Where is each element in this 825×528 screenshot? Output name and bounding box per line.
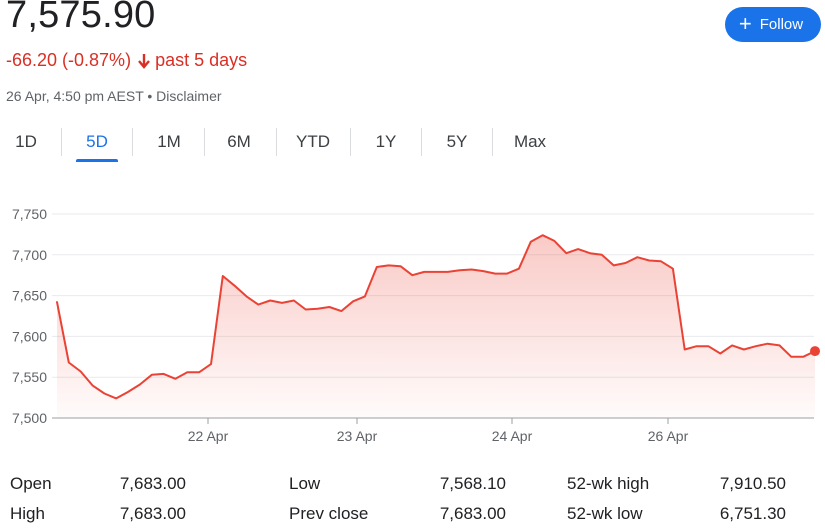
stat-value-52wk-low: 6,751.30: [719, 504, 786, 523]
tab-divider: [61, 128, 62, 156]
y-tick-label: 7,600: [12, 328, 47, 344]
price-chart[interactable]: 7,500 7,550 7,600 7,650 7,700 7,750 22 Apr 23 A…: [0, 195, 825, 455]
x-tick-label: 23 Apr: [337, 428, 378, 444]
key-stats: Open 7,683.00 Low 7,568.10 52-wk high 7,…: [0, 468, 825, 528]
timestamp-disclaimer[interactable]: 26 Apr, 4:50 pm AEST • Disclaimer: [6, 88, 222, 104]
y-tick-label: 7,750: [12, 206, 47, 222]
tab-divider: [204, 128, 205, 156]
stat-label-prev-close: Prev close: [289, 504, 369, 523]
stat-value-low: 7,568.10: [439, 474, 506, 493]
y-tick-label: 7,650: [12, 288, 47, 304]
arrow-down-icon: [137, 53, 151, 69]
follow-button-label: Follow: [759, 16, 804, 33]
tab-divider: [132, 128, 133, 156]
plus-icon: +: [738, 10, 752, 36]
stat-value-open: 7,683.00: [119, 474, 186, 493]
price-change: -66.20 (-0.87%) past 5 days: [6, 50, 247, 71]
price-area-fill: [57, 235, 815, 418]
tab-divider: [276, 128, 277, 156]
tab-5d[interactable]: 5D: [76, 124, 118, 160]
tab-5y[interactable]: 5Y: [446, 132, 468, 151]
follow-button[interactable]: + Follow: [725, 7, 821, 42]
tab-divider: [350, 128, 351, 156]
change-value: -66.20 (-0.87%): [6, 50, 132, 70]
tab-1y[interactable]: 1Y: [375, 132, 397, 151]
tab-divider: [492, 128, 493, 156]
change-period: past 5 days: [155, 50, 248, 70]
tab-divider: [421, 128, 422, 156]
x-tick-label: 22 Apr: [188, 428, 229, 444]
stat-value-high: 7,683.00: [119, 504, 186, 523]
x-tick-label: 26 Apr: [648, 428, 689, 444]
stat-label-low: Low: [289, 474, 321, 493]
price-line: [56, 234, 816, 400]
last-price-marker: [810, 346, 820, 357]
tab-6m[interactable]: 6M: [227, 132, 251, 151]
stat-label-52wk-low: 52-wk low: [567, 504, 643, 523]
x-tick-label: 24 Apr: [492, 428, 533, 444]
price-chart-svg: 7,500 7,550 7,600 7,650 7,700 7,750 22 Apr 23 A…: [12, 206, 820, 444]
y-tick-label: 7,550: [12, 369, 47, 385]
stat-label-52wk-high: 52-wk high: [567, 474, 650, 493]
tab-max[interactable]: Max: [513, 132, 547, 151]
tab-ytd[interactable]: YTD: [296, 132, 330, 151]
range-tabs: 1D 5D 1M 6M YTD 1Y 5Y Max: [0, 124, 560, 160]
current-price: 7,575.90: [6, 0, 156, 36]
stat-label-high: High: [10, 504, 45, 523]
y-tick-label: 7,500: [12, 410, 47, 426]
y-tick-label: 7,700: [12, 247, 47, 263]
tab-1m[interactable]: 1M: [157, 132, 181, 151]
tab-1d[interactable]: 1D: [15, 132, 37, 151]
stat-label-open: Open: [10, 474, 52, 493]
stat-value-52wk-high: 7,910.50: [719, 474, 786, 493]
stat-value-prev-close: 7,683.00: [439, 504, 506, 523]
